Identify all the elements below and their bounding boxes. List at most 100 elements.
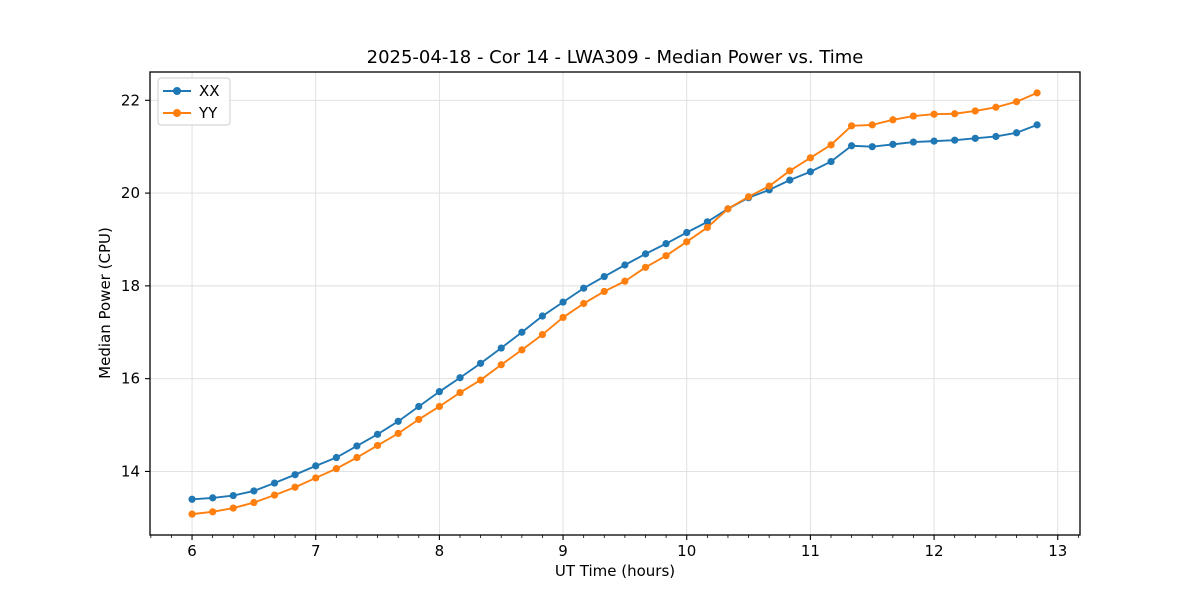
data-point-xx <box>353 442 361 450</box>
legend-marker-yy <box>173 109 181 117</box>
data-point-xx <box>250 487 258 495</box>
legend-label-yy: YY <box>198 104 218 122</box>
data-point-yy <box>580 299 588 308</box>
chart-title: 2025-04-18 - Cor 14 - LWA309 - Median Po… <box>367 47 864 68</box>
data-point-xx <box>827 157 835 166</box>
data-point-yy <box>786 167 794 175</box>
data-point-yy <box>868 121 876 129</box>
data-point-xx <box>600 272 608 281</box>
data-point-yy <box>600 287 608 296</box>
data-point-yy <box>332 465 340 473</box>
data-point-yy <box>909 112 918 120</box>
data-point-yy <box>621 277 629 285</box>
legend-marker-xx <box>173 87 181 95</box>
x-tick-label-8: 8 <box>435 542 445 560</box>
data-point-xx <box>930 137 938 145</box>
data-point-yy <box>209 508 217 516</box>
data-point-yy <box>291 483 299 491</box>
data-point-yy <box>662 252 670 260</box>
data-point-yy <box>312 474 320 482</box>
axes-layer: 6 7 8 9 10 11 12 13 14 16 18 20 22 <box>121 91 1079 560</box>
data-point-xx <box>518 328 526 336</box>
data-point-xx <box>847 142 856 150</box>
data-point-yy <box>765 182 773 190</box>
data-point-xx <box>662 240 670 248</box>
data-point-yy <box>250 498 258 507</box>
data-point-xx <box>435 388 443 396</box>
data-point-yy <box>229 504 237 512</box>
x-axis-label: UT Time (hours) <box>555 562 675 580</box>
data-point-yy <box>951 110 959 118</box>
plot-spines <box>149 71 1081 536</box>
legend-entry-xx: XX <box>163 82 220 100</box>
series-line-yy <box>191 92 1038 516</box>
data-point-xx <box>538 312 547 320</box>
y-tick-label-18: 18 <box>121 277 140 295</box>
data-point-yy <box>394 429 402 437</box>
data-point-xx <box>209 494 217 502</box>
data-point-yy <box>435 402 443 411</box>
legend-entry-yy: YY <box>163 104 218 122</box>
x-tick-label-11: 11 <box>801 542 820 560</box>
data-point-xx <box>415 402 423 411</box>
data-point-yy <box>559 313 567 322</box>
series-line-xx <box>191 124 1038 501</box>
data-point-yy <box>270 491 279 499</box>
legend-label-xx: XX <box>199 82 220 100</box>
y-tick-label-22: 22 <box>121 91 140 109</box>
data-point-yy <box>992 103 1000 111</box>
data-point-yy <box>456 388 464 397</box>
data-point-yy <box>641 263 650 271</box>
x-tick-label-7: 7 <box>311 542 321 560</box>
data-point-xx <box>641 250 650 258</box>
legend: XX YY <box>157 77 231 126</box>
data-point-yy <box>1012 98 1021 106</box>
data-point-xx <box>621 261 629 269</box>
data-point-yy <box>847 122 856 130</box>
data-point-yy <box>744 193 753 201</box>
data-point-yy <box>827 141 835 149</box>
data-point-yy <box>188 510 196 518</box>
data-point-xx <box>188 495 196 503</box>
y-axis-label: Median Power (CPU) <box>96 227 114 379</box>
x-tick-label-10: 10 <box>677 542 696 560</box>
x-tick-label-12: 12 <box>925 542 944 560</box>
data-point-xx <box>497 344 505 352</box>
x-tick-label-9: 9 <box>558 542 568 560</box>
data-point-xx <box>786 176 794 184</box>
data-point-xx <box>1012 129 1021 137</box>
data-point-xx <box>889 140 897 148</box>
data-point-xx <box>229 491 237 500</box>
data-point-xx <box>394 417 402 425</box>
data-point-xx <box>868 143 876 151</box>
y-tick-label-20: 20 <box>121 184 140 202</box>
data-point-xx <box>476 359 485 367</box>
data-point-yy <box>353 453 361 462</box>
data-point-yy <box>497 361 505 369</box>
data-point-yy <box>806 154 815 162</box>
data-point-yy <box>889 116 897 124</box>
data-point-yy <box>703 223 711 232</box>
data-point-yy <box>971 107 979 115</box>
data-point-xx <box>312 462 320 470</box>
data-point-xx <box>291 471 299 479</box>
data-point-xx <box>992 132 1000 141</box>
data-point-xx <box>971 134 979 142</box>
data-point-xx <box>683 228 691 237</box>
y-tick-label-14: 14 <box>121 462 140 480</box>
series-layer <box>188 89 1041 518</box>
data-point-yy <box>930 110 938 118</box>
data-point-yy <box>373 441 382 450</box>
grid-layer <box>150 72 1080 535</box>
data-point-xx <box>951 136 959 144</box>
data-point-yy <box>1033 89 1041 97</box>
data-point-xx <box>580 284 588 292</box>
data-point-yy <box>724 205 732 213</box>
data-point-yy <box>538 330 547 339</box>
data-point-yy <box>415 415 423 424</box>
data-point-xx <box>806 168 815 176</box>
data-point-xx <box>332 453 340 462</box>
data-point-yy <box>518 346 526 354</box>
